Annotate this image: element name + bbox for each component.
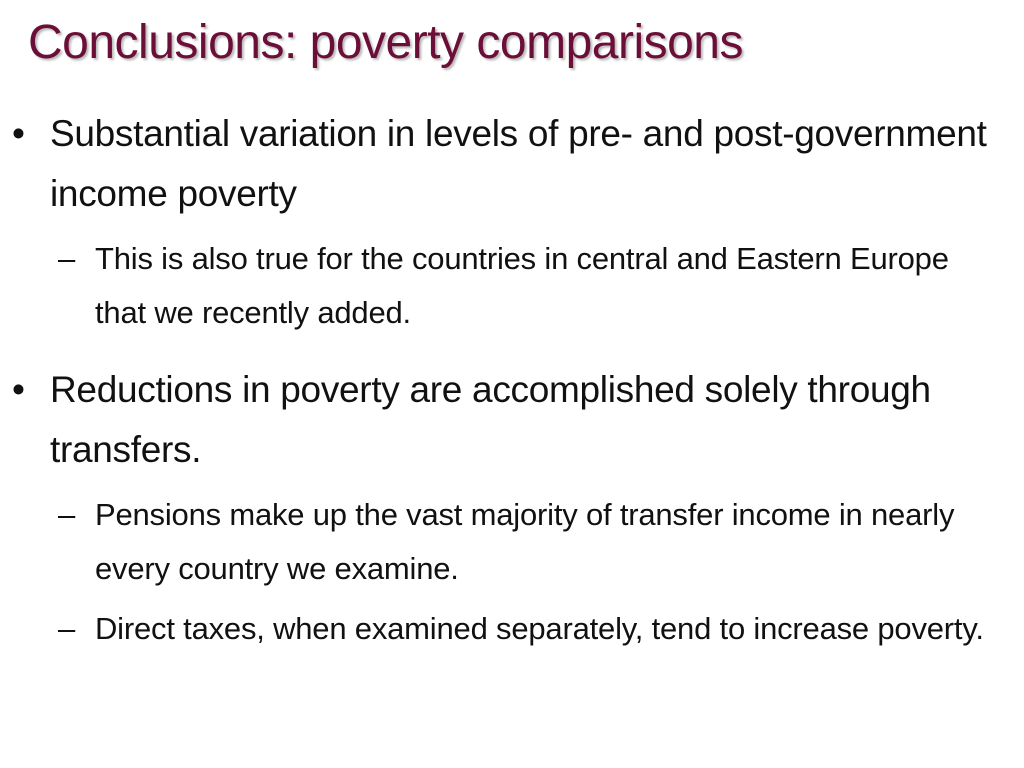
sub-bullet-marker: – xyxy=(58,241,76,276)
sub-bullet-item: – This is also true for the countries in… xyxy=(0,232,1024,340)
sub-bullet-item: – Direct taxes, when examined separately… xyxy=(0,602,1024,656)
bullet-marker: • xyxy=(12,369,25,410)
sub-bullet-text: This is also true for the countries in c… xyxy=(95,241,949,330)
bullet-marker: • xyxy=(12,113,25,154)
bullet-item: • Reductions in poverty are accomplished… xyxy=(0,360,1024,480)
sub-bullet-marker: – xyxy=(58,611,76,646)
slide-content: • Substantial variation in levels of pre… xyxy=(0,104,1024,656)
bullet-item: • Substantial variation in levels of pre… xyxy=(0,104,1024,224)
bullet-text: Substantial variation in levels of pre- … xyxy=(50,113,987,214)
sub-bullet-text: Pensions make up the vast majority of tr… xyxy=(95,497,955,586)
bullet-text: Reductions in poverty are accomplished s… xyxy=(50,369,931,470)
slide-title: Conclusions: poverty comparisons xyxy=(28,16,744,69)
sub-bullet-text: Direct taxes, when examined separately, … xyxy=(95,611,984,646)
sub-bullet-marker: – xyxy=(58,497,76,532)
sub-bullet-item: – Pensions make up the vast majority of … xyxy=(0,488,1024,596)
